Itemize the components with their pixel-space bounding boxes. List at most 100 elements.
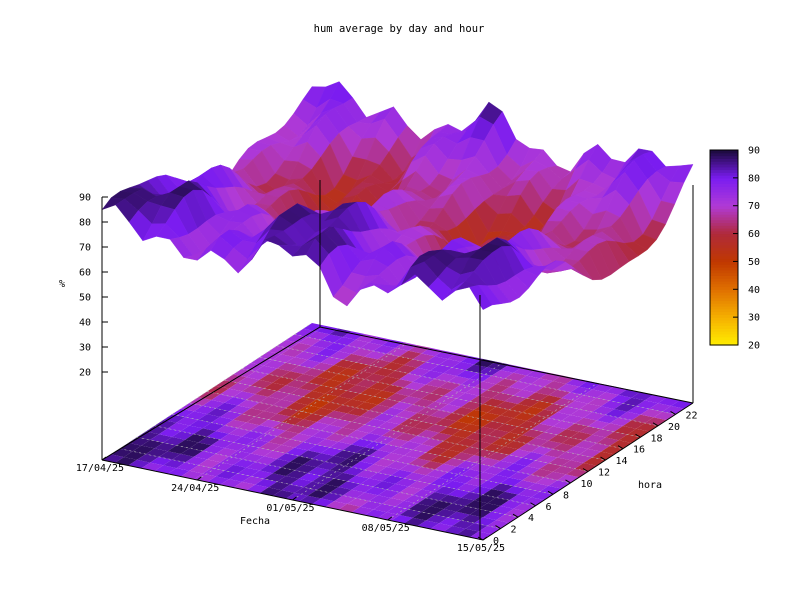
heatmap-cell [478, 412, 501, 422]
heatmap-cell [220, 456, 243, 465]
colorbar-band [710, 180, 738, 185]
heatmap-cell [202, 400, 225, 409]
heatmap-cell [320, 447, 343, 456]
heatmap-cell [421, 506, 444, 515]
y-tick-mark [617, 445, 624, 450]
colorbar-band [710, 280, 738, 285]
heatmap-cell [636, 400, 658, 409]
heatmap-cell [579, 448, 602, 458]
colorbar-band [710, 336, 738, 341]
heatmap-cell [198, 414, 221, 423]
colorbar-band [710, 306, 738, 310]
heatmap-cell [412, 398, 435, 408]
heatmap-cell [329, 487, 352, 496]
heatmap-cell [513, 389, 536, 399]
heatmap-cell [163, 459, 186, 469]
heatmap-cell [307, 490, 330, 499]
heatmap-cell [272, 444, 295, 454]
heatmap-cell [465, 409, 488, 419]
heatmap-cell [535, 454, 558, 464]
heatmap-cell [439, 359, 461, 368]
heatmap-cell [434, 395, 457, 405]
heatmap-cell [233, 414, 256, 423]
heatmap-cell [561, 460, 584, 469]
heatmap-cell [347, 430, 369, 439]
heatmap-cell [176, 417, 199, 426]
y-tick-mark [652, 422, 659, 427]
heatmap-cell [250, 470, 273, 479]
heatmap-cell [307, 399, 330, 408]
heatmap-cell [487, 474, 510, 484]
heatmap-cell [237, 377, 260, 386]
heatmap-cell [172, 431, 194, 440]
heatmap-cell [320, 424, 343, 434]
heatmap-cell [250, 379, 273, 389]
heatmap-cell [334, 495, 356, 504]
heatmap-cell [548, 412, 571, 421]
heatmap-cell [583, 434, 606, 444]
heatmap-cell [522, 452, 545, 461]
heatmap-cell [447, 398, 470, 408]
heatmap-cell [491, 438, 514, 447]
heatmap-cell [229, 450, 251, 460]
colorbar-band [710, 247, 738, 251]
heatmap-cell [334, 450, 356, 459]
heatmap-cell [334, 472, 356, 482]
heatmap-cell [579, 426, 602, 435]
heatmap-cell [268, 413, 291, 423]
heatmap-cell [636, 423, 658, 432]
heatmap-cell [566, 400, 588, 410]
heatmap-cell [469, 486, 492, 495]
heatmap-cell [452, 452, 475, 461]
heatmap-cell [391, 515, 413, 524]
heatmap-cell [228, 405, 251, 414]
heatmap-cell [382, 407, 404, 416]
heatmap-cell [408, 435, 431, 445]
colorbar-band [710, 275, 738, 279]
y-tick-label: 4 [528, 513, 534, 524]
heatmap-cell [522, 384, 545, 393]
heatmap-cell [404, 427, 426, 436]
z-tick-label: 40 [79, 318, 91, 329]
heatmap-cell [491, 505, 514, 515]
colorbar-band [710, 183, 738, 187]
heatmap-cell [141, 439, 164, 449]
heatmap-cell [299, 473, 321, 482]
heatmap-cell [360, 478, 383, 487]
heatmap-cell [426, 514, 448, 524]
heatmap-cell [557, 451, 580, 461]
colorbar-band [710, 244, 738, 249]
heatmap-cell [570, 454, 593, 463]
heatmap-cell [303, 368, 326, 377]
heatmap-cell [426, 424, 448, 433]
heatmap-cell [631, 414, 654, 424]
heatmap-cell [320, 402, 343, 411]
colorbar-border [709, 149, 739, 346]
heatmap-cell [504, 508, 527, 518]
heatmap-cell [373, 435, 396, 445]
heatmap-cell [325, 455, 348, 465]
heatmap-cell [399, 486, 422, 496]
heatmap-cell [119, 442, 142, 452]
heatmap-cell [548, 480, 571, 489]
y-tick-mark [530, 502, 536, 507]
heatmap-cell [382, 339, 404, 348]
heatmap-cell [408, 345, 431, 354]
colorbar-band [710, 255, 738, 260]
heatmap-cell [548, 389, 571, 399]
heatmap-cell [312, 498, 335, 507]
heatmap-cell [342, 467, 365, 476]
heatmap-cell [465, 387, 488, 396]
heatmap-cell [561, 437, 584, 447]
heatmap-cell [338, 481, 361, 490]
heatmap-cell [496, 378, 518, 387]
heatmap-cell [430, 410, 453, 419]
heatmap-cell [535, 386, 558, 396]
heatmap-cell [460, 378, 483, 388]
heatmap-cell [609, 417, 632, 426]
colorbar-band [710, 191, 738, 196]
heatmap-cell [290, 365, 313, 374]
heatmap-cell [509, 381, 531, 390]
heatmap-cell [281, 439, 304, 448]
y-axis-label: hora [638, 480, 662, 491]
